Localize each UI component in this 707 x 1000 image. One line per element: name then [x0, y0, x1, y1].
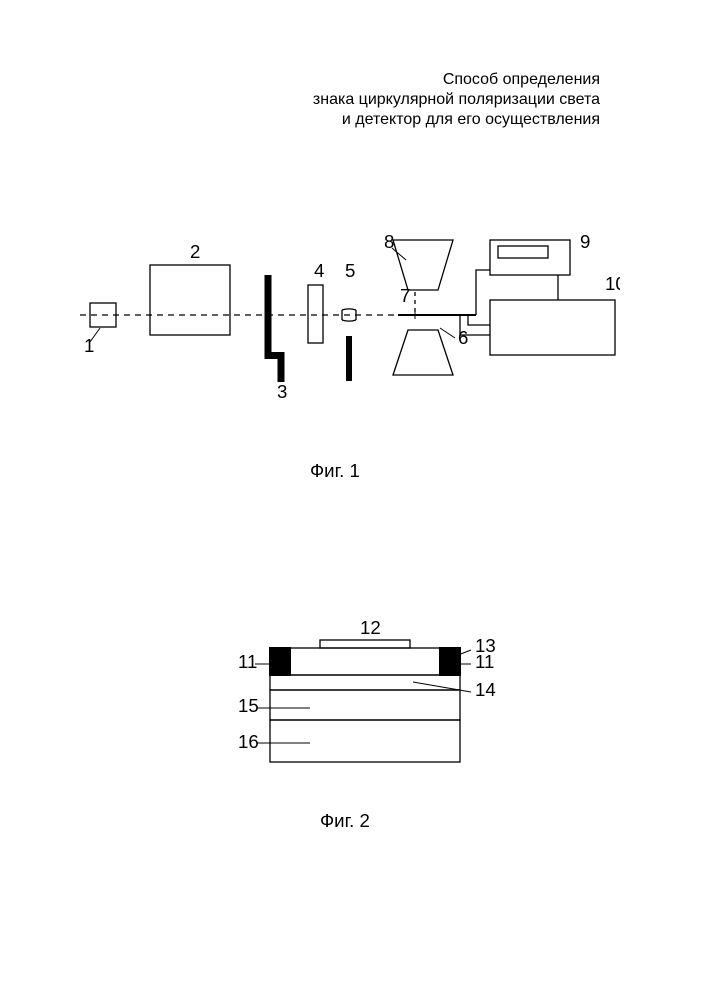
wire-7-to-10a	[468, 315, 490, 325]
title-line-1: Способ определения	[270, 70, 600, 90]
component-10	[490, 300, 615, 355]
component-3-arm	[278, 352, 285, 382]
layer-16	[270, 720, 460, 762]
label-16: 16	[238, 731, 259, 752]
layer-13	[270, 648, 460, 675]
label-2: 2	[190, 241, 200, 262]
wire-7-to-9	[476, 270, 490, 315]
label-5: 5	[345, 260, 355, 281]
label-9: 9	[580, 231, 590, 252]
component-5-bot-arc	[342, 320, 356, 321]
component-5-stem	[346, 336, 352, 381]
contact-11-right	[439, 647, 461, 676]
component-9-display	[498, 246, 548, 258]
component-2	[150, 265, 230, 335]
label-1: 1	[84, 335, 94, 356]
label-6: 6	[458, 327, 468, 348]
label-14: 14	[475, 679, 496, 700]
label-10: 10	[605, 273, 620, 294]
document-title: Способ определения знака циркулярной пол…	[270, 70, 600, 130]
component-4	[308, 285, 323, 343]
title-line-2: знака циркулярной поляризации света	[270, 90, 600, 110]
lead-line-6	[440, 328, 455, 338]
layer-14	[270, 675, 460, 690]
label-3: 3	[277, 381, 287, 402]
figure-1: 1 2 3 45 6 7 8 9 10	[60, 200, 620, 430]
component-3-stem	[265, 275, 272, 355]
label-4: 4	[314, 260, 324, 281]
figure-2-label: Фиг. 2	[320, 810, 370, 832]
label-11L: 11	[238, 651, 257, 672]
label-12: 12	[360, 620, 381, 638]
title-line-3: и детектор для его осуществления	[270, 110, 600, 130]
page: Способ определения знака циркулярной пол…	[0, 0, 707, 1000]
component-8	[393, 240, 453, 290]
figure-1-label: Фиг. 1	[310, 460, 360, 482]
layer-12	[320, 640, 410, 648]
label-7: 7	[400, 285, 410, 306]
component-6	[393, 330, 453, 375]
component-5-top-arc	[342, 309, 356, 310]
label-8: 8	[384, 231, 394, 252]
layer-15	[270, 690, 460, 720]
figure-2: 12131415161111	[175, 620, 535, 790]
label-15: 15	[238, 695, 259, 716]
contact-11-left	[269, 647, 291, 676]
label-11R: 11	[475, 651, 494, 672]
